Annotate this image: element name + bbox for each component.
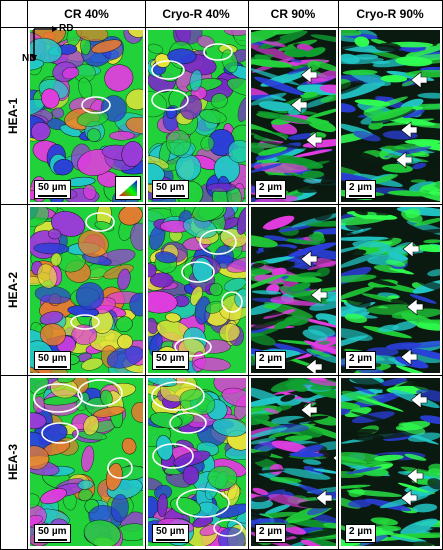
axis-label-rd: RD <box>59 23 74 34</box>
scale-bar-label: 50 µm <box>156 353 185 364</box>
ebsd-map: 50 µm <box>30 207 143 373</box>
arrow-marker-icon <box>315 489 333 507</box>
highlight-ellipse <box>151 381 205 411</box>
arrow-marker-icon <box>305 358 323 373</box>
scale-bar: 2 µm <box>255 180 286 199</box>
row-header-hea2: HEA-2 <box>6 271 21 309</box>
scale-bar-label: 50 µm <box>156 182 185 193</box>
scale-bar-label: 50 µm <box>38 526 67 537</box>
ebsd-map: 50 µm <box>30 30 143 202</box>
column-header-cryo90: Cryo-R 90% <box>356 7 424 21</box>
scale-bar-label: 2 µm <box>259 353 282 364</box>
arrow-marker-icon <box>290 96 308 114</box>
ebsd-map: 2 µm <box>341 207 440 373</box>
highlight-ellipse <box>70 314 100 330</box>
scale-bar: 50 µm <box>34 524 71 543</box>
axes-arrows-icon <box>31 26 58 61</box>
highlight-ellipse <box>203 43 233 61</box>
column-header-cryo40: Cryo-R 40% <box>162 7 230 21</box>
ebsd-map: 2 µm <box>341 30 440 202</box>
ebsd-map: 2 µm <box>251 378 336 546</box>
arrow-marker-icon <box>406 467 424 485</box>
highlight-ellipse <box>33 383 83 413</box>
highlight-ellipse <box>213 519 243 537</box>
highlight-ellipse <box>85 212 115 232</box>
highlight-ellipse <box>151 89 189 111</box>
arrow-marker-icon <box>305 131 323 149</box>
column-header-cr90: CR 90% <box>270 7 316 21</box>
highlight-ellipse <box>199 229 237 255</box>
arrow-marker-icon <box>310 286 328 304</box>
arrow-marker-icon <box>400 489 418 507</box>
column-header-cr40: CR 40% <box>64 7 109 21</box>
arrow-marker-icon <box>400 348 418 366</box>
scale-bar-label: 2 µm <box>349 353 372 364</box>
arrow-marker-icon <box>332 455 336 461</box>
arrow-marker-icon <box>300 66 318 84</box>
scale-bar: 2 µm <box>255 351 286 370</box>
row-header-hea3: HEA-3 <box>6 443 21 481</box>
scale-bar-label: 2 µm <box>259 182 282 193</box>
highlight-ellipse <box>176 488 230 518</box>
scale-bar-label: 50 µm <box>156 526 185 537</box>
highlight-ellipse <box>152 443 194 469</box>
highlight-ellipse <box>181 261 215 283</box>
axis-label-nd: ND <box>22 53 37 64</box>
orientation-axes: RD ND <box>22 23 74 65</box>
scale-bar: 2 µm <box>255 524 286 543</box>
highlight-ellipse <box>81 96 111 114</box>
scale-bar-label: 50 µm <box>38 182 67 193</box>
ipf-color-key-icon <box>115 176 141 200</box>
scale-bar: 50 µm <box>34 180 71 199</box>
highlight-ellipse <box>151 60 185 80</box>
arrow-marker-icon <box>300 401 318 419</box>
arrow-marker-icon <box>410 391 428 409</box>
arrow-marker-icon <box>410 71 428 89</box>
scale-bar: 50 µm <box>34 351 71 370</box>
scale-bar: 50 µm <box>152 351 189 370</box>
highlight-ellipse <box>169 412 207 434</box>
highlight-ellipse <box>107 457 133 479</box>
highlight-ellipse <box>41 422 79 444</box>
arrow-marker-icon <box>400 121 418 139</box>
scale-bar-label: 2 µm <box>259 526 282 537</box>
arrow-marker-icon <box>406 298 424 316</box>
scale-bar-label: 50 µm <box>38 353 67 364</box>
highlight-ellipse <box>221 291 243 313</box>
scale-bar: 50 µm <box>152 524 189 543</box>
ebsd-map: 2 µm <box>251 207 336 373</box>
ebsd-map: 2 µm <box>251 30 336 202</box>
arrow-marker-icon <box>395 151 413 169</box>
scale-bar: 2 µm <box>345 524 376 543</box>
ebsd-map: 50 µm <box>148 207 246 373</box>
arrow-marker-icon <box>402 240 420 258</box>
highlight-ellipse <box>174 337 212 357</box>
highlight-ellipse <box>77 379 123 407</box>
scale-bar: 2 µm <box>345 180 376 199</box>
ebsd-map: 50 µm <box>30 378 143 546</box>
scale-bar-label: 2 µm <box>349 182 372 193</box>
scale-bar-label: 2 µm <box>349 526 372 537</box>
scale-bar: 2 µm <box>345 351 376 370</box>
ebsd-map: 2 µm <box>341 378 440 546</box>
ebsd-map: 50 µm <box>148 378 246 546</box>
ebsd-map: 50 µm <box>148 30 246 202</box>
arrow-marker-icon <box>300 250 318 268</box>
scale-bar: 50 µm <box>152 180 189 199</box>
